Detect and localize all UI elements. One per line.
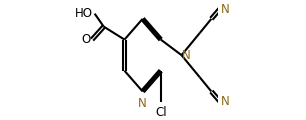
Text: O: O	[81, 33, 91, 46]
Text: N: N	[138, 97, 147, 110]
Text: N: N	[220, 95, 229, 108]
Text: N: N	[220, 3, 229, 16]
Text: Cl: Cl	[155, 106, 166, 119]
Text: N: N	[182, 49, 191, 62]
Text: HO: HO	[75, 7, 93, 20]
